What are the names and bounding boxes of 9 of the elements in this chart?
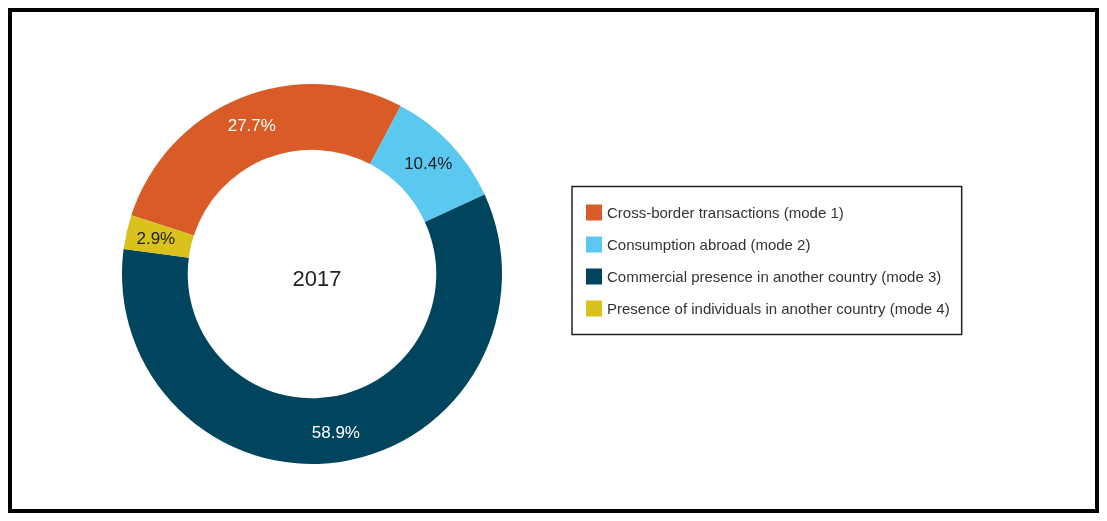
data-label: 27.7% — [227, 116, 276, 136]
data-label: 2.9% — [136, 229, 176, 249]
legend-label: Cross-border transactions (mode 1) — [607, 204, 844, 221]
legend-label: Consumption abroad (mode 2) — [607, 236, 811, 253]
data-label: 58.9% — [311, 422, 360, 442]
data-label: 10.4% — [404, 154, 453, 174]
legend-label: Commercial presence in another country (mode 3) — [607, 268, 942, 285]
text: 2017 — [292, 265, 342, 291]
legend-label: Presence of individuals in another country (mode 4) — [607, 300, 950, 317]
